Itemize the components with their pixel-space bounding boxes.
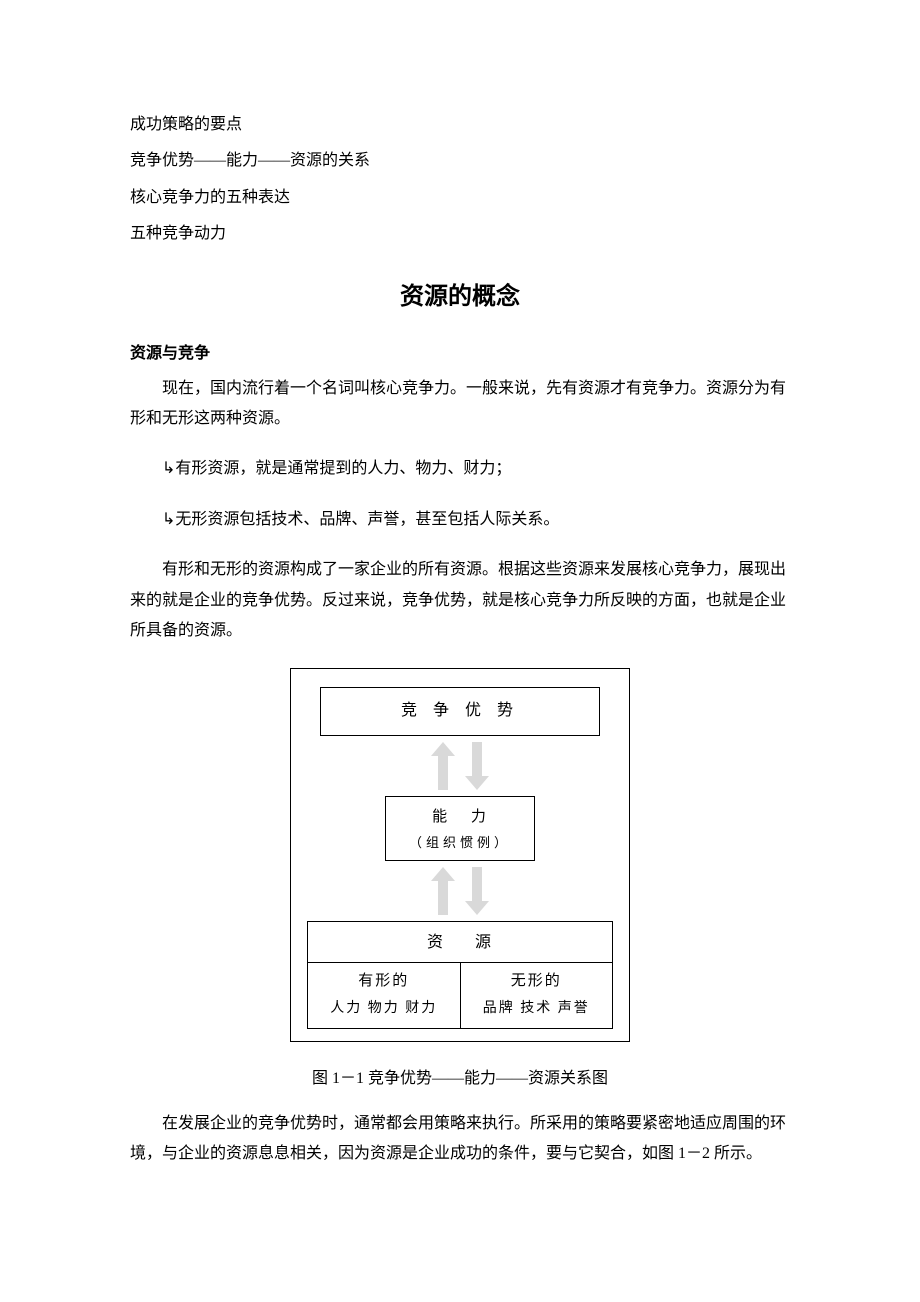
paragraph: 在发展企业的竞争优势时，通常都会用策略来执行。所采用的策略要紧密地适应周围的环境… — [130, 1109, 790, 1170]
diagram-box-resources: 资 源 有形的 人力 物力 财力 无形的 品牌 技术 声誉 — [307, 921, 613, 1029]
diagram-box-capability: 能 力 （组织惯例） — [385, 796, 535, 861]
diagram-arrows-top — [435, 740, 485, 792]
box-line: （组织惯例） — [386, 831, 534, 856]
arrow-down-icon — [469, 867, 485, 915]
arrow-up-icon — [435, 867, 451, 915]
arrow-down-icon — [469, 742, 485, 790]
subheading: 资源与竞争 — [130, 339, 790, 369]
figure-caption: 图 1－1 竞争优势——能力——资源关系图 — [130, 1064, 790, 1094]
arrow-up-icon — [435, 742, 451, 790]
toc-item: 成功策略的要点 — [130, 110, 790, 140]
paragraph: 有形和无形的资源构成了一家企业的所有资源。根据这些资源来发展核心竞争力，展现出来… — [130, 555, 790, 646]
resource-tangible: 有形的 人力 物力 财力 — [308, 963, 461, 1028]
toc-item: 五种竞争动力 — [130, 219, 790, 249]
diagram-box-advantage: 竞 争 优 势 — [320, 687, 600, 735]
paragraph: 现在，国内流行着一个名词叫核心竞争力。一般来说，先有资源才有竞争力。资源分为有形… — [130, 374, 790, 435]
diagram-arrows-bottom — [435, 865, 485, 917]
relationship-diagram: 竞 争 优 势 能 力 （组织惯例） 资 源 有形的 人力 物力 财力 无形的 … — [290, 668, 630, 1042]
bullet-item: ↳无形资源包括技术、品牌、声誉，甚至包括人际关系。 — [130, 505, 790, 535]
bullet-item: ↳有形资源，就是通常提到的人力、物力、财力； — [130, 454, 790, 484]
cell-items: 人力 物力 财力 — [308, 996, 460, 1023]
resource-intangible: 无形的 品牌 技术 声誉 — [461, 963, 613, 1028]
toc-item: 竞争优势——能力——资源的关系 — [130, 146, 790, 176]
toc-item: 核心竞争力的五种表达 — [130, 183, 790, 213]
cell-items: 品牌 技术 声誉 — [461, 996, 613, 1023]
box-header: 资 源 — [308, 922, 612, 962]
diagram-container: 竞 争 优 势 能 力 （组织惯例） 资 源 有形的 人力 物力 财力 无形的 … — [130, 668, 790, 1042]
cell-header: 有形的 — [308, 967, 460, 996]
cell-header: 无形的 — [461, 967, 613, 996]
section-title: 资源的概念 — [130, 274, 790, 320]
box-line: 能 力 — [386, 803, 534, 832]
